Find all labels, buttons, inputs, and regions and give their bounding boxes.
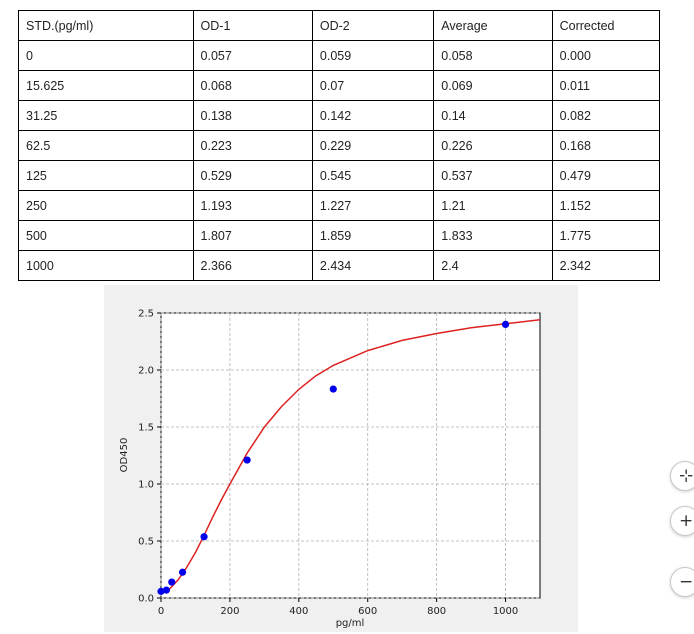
table-cell: 500 [18,220,194,251]
table-row: 125 0.529 0.545 0.537 0.479 [18,160,661,191]
data-point [329,385,337,393]
y-axis-label: OD450 [119,438,130,473]
table-cell: 0.059 [311,40,435,71]
table-cell: 125 [18,160,194,191]
data-point [243,456,251,464]
table-cell: 0.069 [433,70,553,101]
table-cell: 0.138 [192,100,313,131]
table-row: 500 1.807 1.859 1.833 1.775 [18,220,661,251]
table-row: 31.25 0.138 0.142 0.14 0.082 [18,100,661,131]
table-cell: 1.193 [192,190,313,221]
table-cell: 62.5 [18,130,194,161]
table-cell: 0.529 [192,160,313,191]
table-cell: 2.4 [433,250,553,281]
plot-area [160,312,541,599]
table-cell: 0.07 [311,70,435,101]
table-cell: 1.227 [311,190,435,221]
fit-icon: ⊹ [679,466,694,486]
table-header-cell: OD-2 [311,10,435,41]
chart-canvas: 0 200 400 600 800 1000 0.0 0.5 1.0 1.5 2.0 2.5 pg/m… [119,309,541,629]
x-tick-label: 0 [158,606,164,617]
table-cell: 0.082 [551,100,661,131]
table-header-cell: Corrected [551,10,661,41]
table-row: 1000 2.366 2.434 2.4 2.342 [18,250,661,281]
y-tick-label: 1.5 [138,423,154,434]
table-cell: 0 [18,40,194,71]
data-point [200,533,208,541]
table-cell: 0.142 [311,100,435,131]
x-tick-label: 200 [220,606,239,617]
table-cell: 0.068 [192,70,313,101]
minus-icon: − [679,572,694,592]
table-header-row: STD.(pg/ml) OD-1 OD-2 Average Corrected [18,10,661,41]
standard-curve-table: STD.(pg/ml) OD-1 OD-2 Average Corrected 0 0.05… [18,10,661,281]
table-cell: 0.226 [433,130,553,161]
table-header-cell: STD.(pg/ml) [18,10,194,41]
table-row: 62.5 0.223 0.229 0.226 0.168 [18,130,661,161]
y-tick-label: 2.5 [138,309,154,320]
x-tick-label: 1000 [493,606,518,617]
x-tick-label: 600 [358,606,377,617]
standard-curve-chart: 0 200 400 600 800 1000 0.0 0.5 1.0 1.5 2.0 2.5 pg/m… [104,285,578,632]
fit-curve [160,319,541,593]
table-cell: 1000 [18,250,194,281]
table-cell: 0.229 [311,130,435,161]
table-cell: 0.537 [433,160,553,191]
table-cell: 31.25 [18,100,194,131]
table-body: STD.(pg/ml) OD-1 OD-2 Average Corrected 0 0.05… [18,10,661,281]
table-row: 15.625 0.068 0.07 0.069 0.011 [18,70,661,101]
table-cell: 250 [18,190,194,221]
data-point [168,578,176,586]
table-cell: 0.545 [311,160,435,191]
data-point [162,586,170,594]
y-tick-label: 2.0 [138,366,154,377]
table-header-cell: OD-1 [192,10,313,41]
table-cell: 0.14 [433,100,553,131]
table-cell: 1.775 [551,220,661,251]
table-cell: 2.434 [311,250,435,281]
table-cell: 0.057 [192,40,313,71]
table-cell: 0.000 [551,40,661,71]
table-cell: 0.011 [551,70,661,101]
table-cell: 0.168 [551,130,661,161]
table-row: 0 0.057 0.059 0.058 0.000 [18,40,661,71]
table-cell: 0.223 [192,130,313,161]
data-point [178,568,187,576]
table-cell: 1.833 [433,220,553,251]
y-tick-label: 1.0 [138,480,154,491]
x-tick-label: 400 [289,606,308,617]
x-axis-label: pg/ml [336,618,365,629]
table-cell: 1.807 [192,220,313,251]
plus-icon: + [679,511,694,531]
axis-ticks: 0 200 400 600 800 1000 0.0 0.5 1.0 1.5 2.0 2.5 [138,309,518,618]
x-tick-label: 800 [427,606,446,617]
zoom-out-button[interactable]: − [670,567,694,597]
data-points [157,320,510,595]
table-cell: 2.366 [192,250,313,281]
table-cell: 15.625 [18,70,194,101]
y-tick-label: 0.0 [138,594,154,605]
table-cell: 2.342 [551,250,661,281]
table-cell: 1.859 [311,220,435,251]
zoom-in-button[interactable]: + [670,506,694,536]
table-cell: 1.152 [551,190,661,221]
table-cell: 0.058 [433,40,553,71]
table-cell: 0.479 [551,160,661,191]
table-header-cell: Average [433,10,553,41]
data-point [157,587,165,595]
data-point [501,320,510,328]
table-cell: 1.21 [433,190,553,221]
table-row: 250 1.193 1.227 1.21 1.152 [18,190,661,221]
y-tick-label: 0.5 [138,537,154,548]
grid-lines [160,312,540,599]
fit-to-screen-button[interactable]: ⊹ [670,461,694,491]
